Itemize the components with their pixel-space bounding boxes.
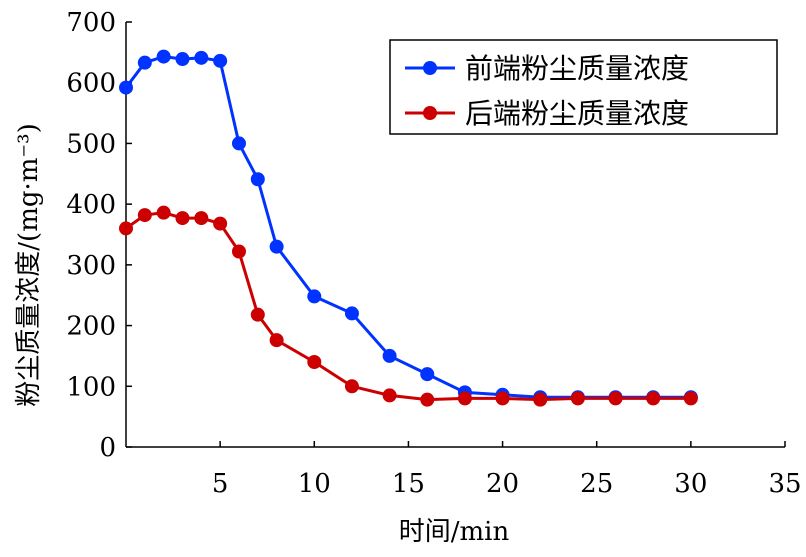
x-tick-label: 10 <box>298 469 331 499</box>
data-point <box>194 211 209 226</box>
legend-swatch-marker <box>423 61 437 75</box>
data-point <box>420 367 435 382</box>
data-point <box>213 53 228 68</box>
data-point <box>420 392 435 407</box>
data-point <box>495 391 510 406</box>
data-point <box>119 80 133 95</box>
data-point <box>137 55 152 70</box>
y-tick-label: 0 <box>99 433 116 463</box>
data-point <box>175 52 190 67</box>
data-point <box>137 208 152 223</box>
y-tick-label: 100 <box>66 372 116 402</box>
y-axis-ticks: 0 100 200 300 400 500 600 700 <box>66 8 132 463</box>
legend-label: 后端粉尘质量浓度 <box>465 97 689 130</box>
y-tick-label: 400 <box>66 190 116 220</box>
y-tick-label: 600 <box>66 69 116 99</box>
data-point <box>646 391 661 406</box>
legend-entry: 后端粉尘质量浓度 <box>405 97 689 130</box>
y-tick-label: 700 <box>66 8 116 38</box>
data-point <box>119 221 133 236</box>
data-point <box>175 211 190 226</box>
series-line <box>125 211 691 402</box>
x-tick-label: 25 <box>580 469 613 499</box>
data-point <box>269 239 284 254</box>
data-point <box>194 50 209 65</box>
data-point <box>213 216 228 231</box>
data-point <box>307 289 322 304</box>
data-point <box>457 391 472 406</box>
data-point <box>231 244 246 259</box>
data-point <box>156 49 171 64</box>
x-tick-label: 30 <box>674 469 707 499</box>
y-tick-label: 300 <box>66 251 116 281</box>
data-point <box>250 307 265 322</box>
y-tick-label: 500 <box>66 129 116 159</box>
data-point <box>250 172 265 187</box>
data-point <box>156 205 171 220</box>
data-point <box>231 136 246 151</box>
x-tick-label: 15 <box>392 469 425 499</box>
data-point <box>269 333 284 348</box>
data-point <box>608 391 623 406</box>
data-point <box>344 306 359 321</box>
legend-label: 前端粉尘质量浓度 <box>465 52 689 85</box>
data-point <box>570 391 585 406</box>
x-tick-label: 35 <box>768 469 801 499</box>
x-axis-ticks: 5 10 15 20 25 30 35 <box>212 441 802 499</box>
data-point <box>344 379 359 394</box>
legend-swatch-marker <box>423 106 437 120</box>
x-axis-label: 时间/min <box>399 517 510 547</box>
data-point <box>382 388 397 403</box>
data-point <box>382 348 397 363</box>
x-tick-label: 5 <box>212 469 229 499</box>
legend-entry: 前端粉尘质量浓度 <box>405 52 689 85</box>
legend-box <box>389 39 778 135</box>
y-axis-label: 粉尘质量浓度/(mg·m⁻³) <box>14 123 44 406</box>
data-point <box>307 355 322 369</box>
series-layer <box>119 49 698 407</box>
data-point <box>533 392 548 407</box>
data-point <box>683 391 698 406</box>
y-tick-label: 200 <box>66 312 116 342</box>
x-tick-label: 20 <box>486 469 519 499</box>
series-2 <box>119 205 698 407</box>
